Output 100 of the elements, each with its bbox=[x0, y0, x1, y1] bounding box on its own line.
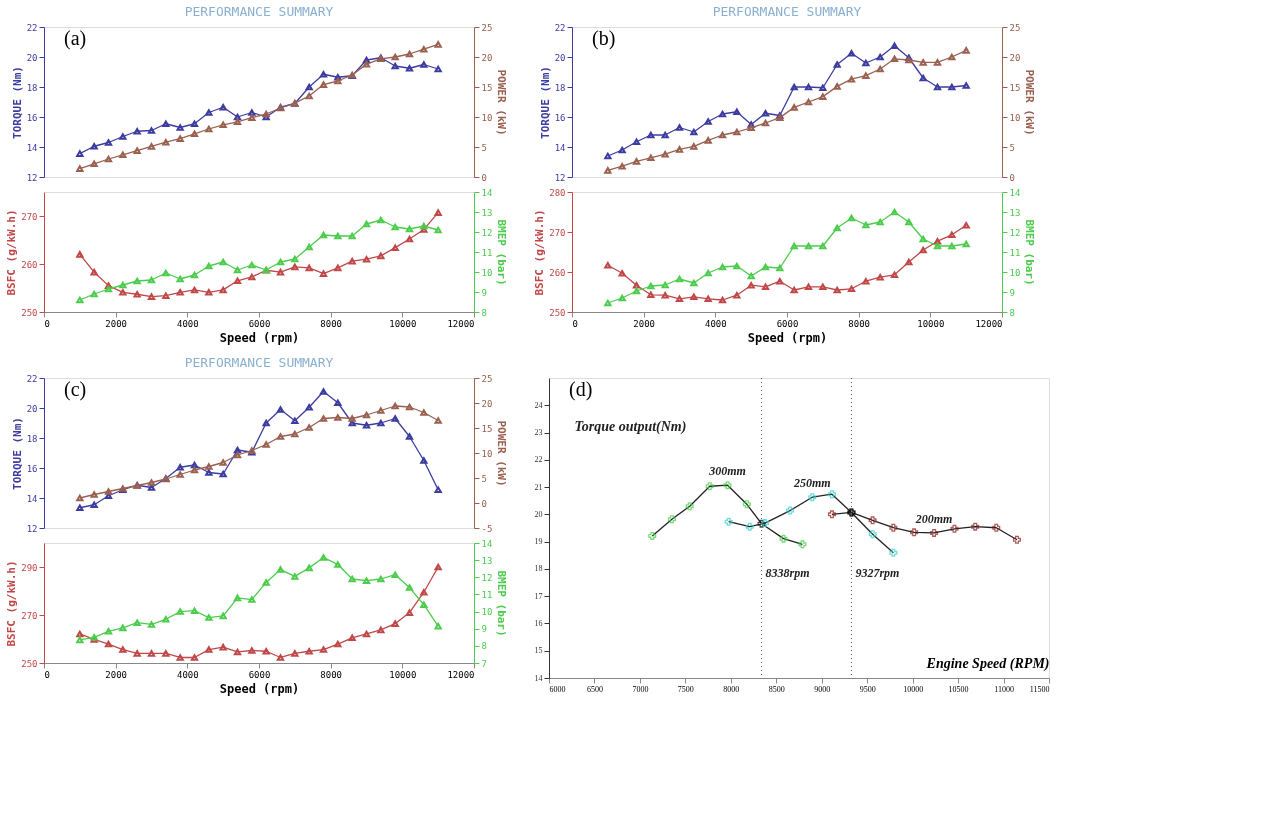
y-tick-label: 12 bbox=[26, 172, 38, 183]
point bbox=[362, 421, 371, 429]
point bbox=[833, 61, 841, 68]
point bbox=[176, 135, 184, 142]
point bbox=[305, 564, 313, 572]
x-axis-title: Engine Speed (RPM) bbox=[925, 655, 1050, 672]
y-tick-label: 20 bbox=[534, 509, 543, 519]
y2-tick-label: 15 bbox=[481, 82, 493, 93]
ref-line-label: 9327rpm bbox=[855, 566, 900, 580]
point bbox=[827, 490, 836, 499]
point bbox=[319, 554, 328, 561]
point bbox=[705, 482, 714, 491]
x-tick-label: 8500 bbox=[768, 684, 785, 694]
point bbox=[890, 208, 899, 216]
point bbox=[434, 209, 442, 216]
point bbox=[690, 143, 698, 150]
y-tick-label: 20 bbox=[554, 52, 566, 63]
annotation: (a) bbox=[64, 27, 87, 50]
x-tick-label: 9500 bbox=[859, 684, 876, 694]
point bbox=[391, 620, 399, 627]
point bbox=[248, 114, 256, 121]
y2-tick-label: 13 bbox=[1009, 207, 1021, 218]
point bbox=[919, 246, 927, 254]
point bbox=[147, 479, 156, 486]
y2-tick-label: 15 bbox=[481, 423, 493, 434]
point bbox=[334, 414, 342, 421]
x-tick-label: 6000 bbox=[248, 669, 271, 680]
point bbox=[219, 258, 227, 266]
point bbox=[724, 517, 733, 526]
x-axis-title: Speed (rpm) bbox=[219, 681, 300, 696]
point bbox=[176, 471, 184, 478]
point bbox=[889, 523, 898, 532]
y-tick-label: 12 bbox=[554, 172, 566, 183]
point bbox=[391, 415, 399, 422]
x-tick-label: 0 bbox=[44, 669, 50, 680]
point bbox=[690, 293, 698, 301]
y-tick-label: 280 bbox=[549, 187, 566, 198]
y-tick-label: 18 bbox=[26, 433, 38, 444]
point bbox=[76, 504, 84, 512]
point bbox=[104, 627, 113, 635]
point bbox=[305, 92, 313, 100]
point bbox=[804, 83, 813, 91]
point bbox=[661, 281, 669, 289]
point bbox=[776, 264, 784, 272]
point bbox=[291, 573, 299, 580]
y2-tick-label: 8 bbox=[481, 307, 487, 318]
y2-tick-label: 25 bbox=[481, 373, 493, 384]
y2-tick-label: 13 bbox=[481, 207, 493, 218]
point bbox=[104, 285, 113, 293]
point bbox=[747, 272, 755, 280]
point bbox=[618, 146, 626, 154]
point bbox=[377, 407, 385, 414]
point bbox=[405, 433, 414, 440]
point bbox=[119, 133, 127, 140]
x-tick-label: 10000 bbox=[903, 684, 924, 694]
x-tick-label: 7500 bbox=[677, 684, 694, 694]
point bbox=[147, 127, 156, 134]
point bbox=[133, 650, 141, 657]
point bbox=[847, 49, 856, 57]
point bbox=[405, 584, 414, 591]
y-tick-label: 16 bbox=[26, 463, 38, 474]
point bbox=[704, 137, 712, 144]
y-tick-label: 15 bbox=[534, 646, 543, 656]
point bbox=[405, 225, 414, 233]
annotation: (b) bbox=[592, 27, 616, 50]
x-tick-label: 2000 bbox=[633, 318, 656, 329]
point bbox=[434, 226, 442, 234]
point bbox=[685, 502, 694, 511]
point bbox=[391, 223, 399, 231]
y2-tick-label: 11 bbox=[1009, 247, 1021, 258]
y2-tick-label: 10 bbox=[481, 112, 493, 123]
point bbox=[434, 563, 442, 571]
point bbox=[779, 534, 788, 543]
point bbox=[761, 519, 769, 528]
point bbox=[90, 268, 98, 276]
point bbox=[1013, 535, 1021, 544]
point bbox=[790, 104, 798, 111]
y-tick-label: 14 bbox=[26, 493, 38, 504]
point bbox=[742, 500, 751, 509]
x-tick-label: 8000 bbox=[848, 318, 871, 329]
point bbox=[147, 143, 156, 150]
x-tick-label: 8000 bbox=[723, 684, 740, 694]
x-axis-title: Speed (rpm) bbox=[747, 330, 828, 345]
point bbox=[675, 275, 684, 283]
point bbox=[632, 138, 641, 146]
point bbox=[119, 151, 127, 159]
y-axis-title: BSFC (g/kW.h) bbox=[533, 209, 547, 296]
point bbox=[319, 231, 328, 239]
point bbox=[362, 630, 371, 638]
point bbox=[319, 388, 328, 395]
y2-tick-label: 15 bbox=[1009, 82, 1021, 93]
point bbox=[704, 118, 712, 125]
x-tick-label: 6000 bbox=[549, 684, 566, 694]
point bbox=[862, 221, 870, 229]
y-tick-label: 20 bbox=[26, 52, 38, 63]
x-tick-label: 12000 bbox=[447, 318, 475, 329]
point bbox=[305, 403, 313, 411]
y2-tick-label: 5 bbox=[1009, 142, 1015, 153]
point bbox=[747, 281, 755, 289]
point bbox=[862, 72, 870, 79]
